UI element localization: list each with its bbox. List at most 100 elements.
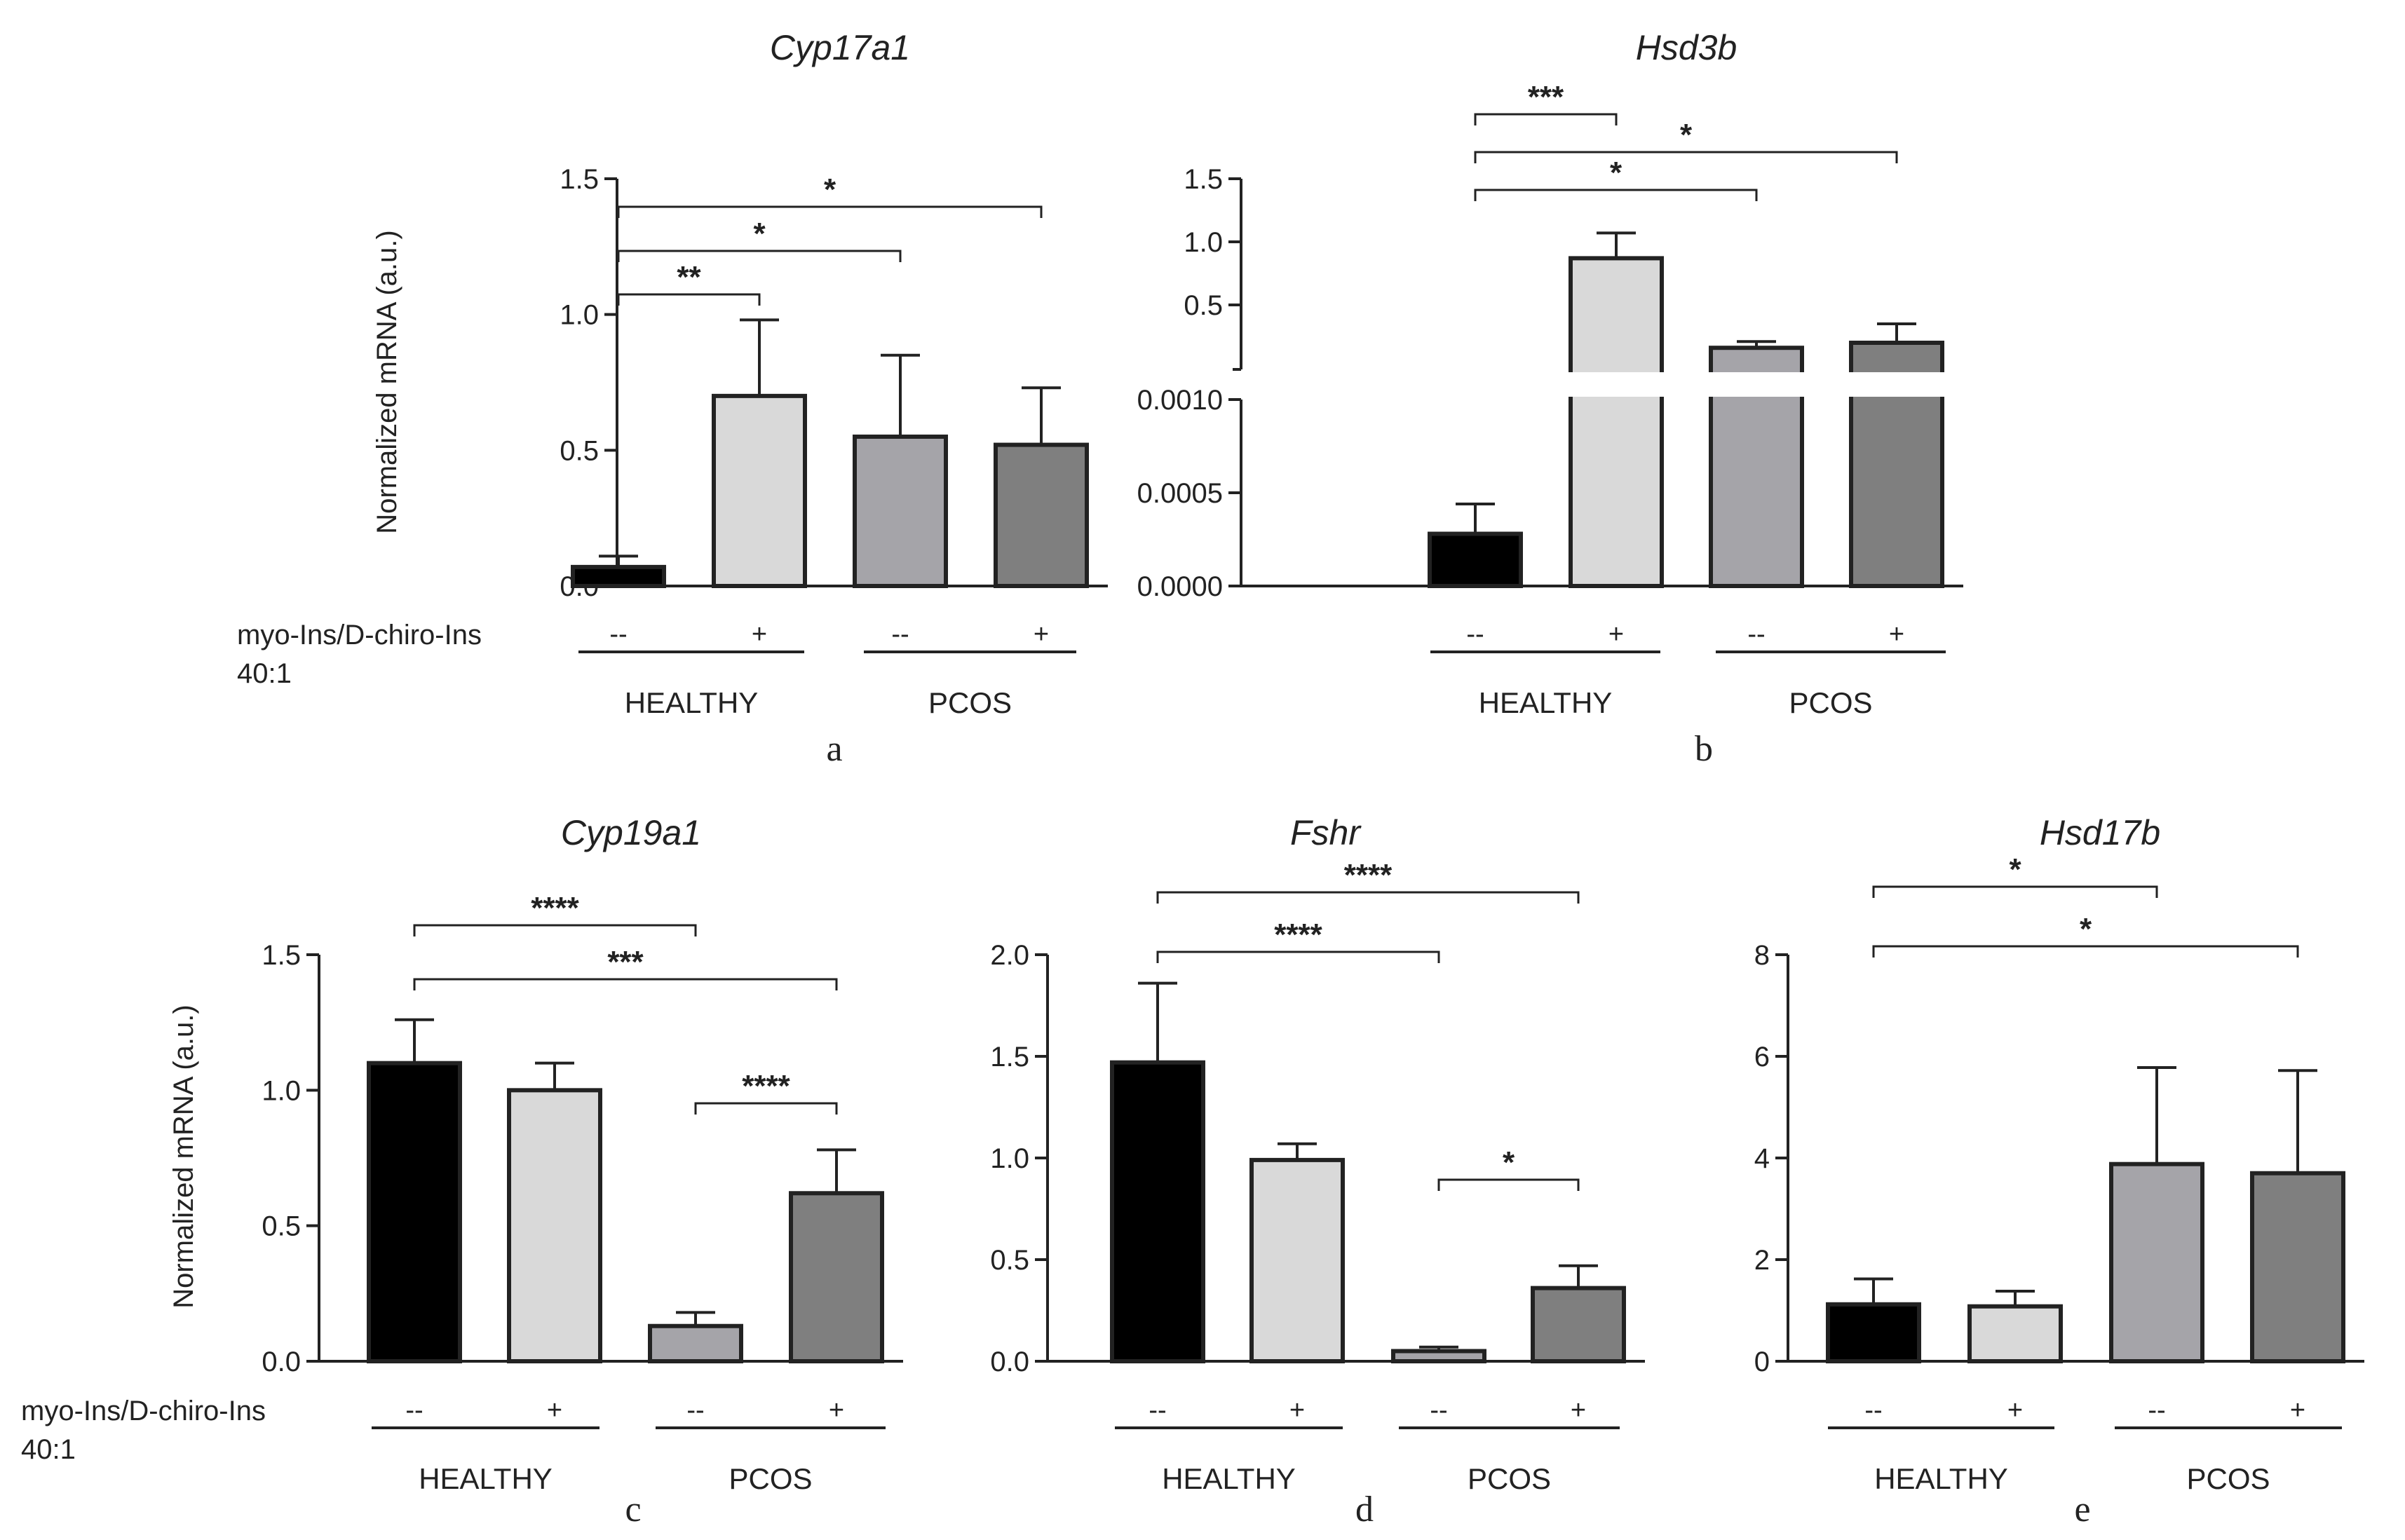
significance-bracket [413, 924, 697, 936]
chart-title: Hsd3b [1636, 28, 1737, 67]
significance-bracket [1437, 1178, 1580, 1191]
condition-label: -- [1466, 620, 1484, 649]
panel-e: Hsd17b 0 2 4 6 8 -- + -- + HEALTHY PCOS * * e [1754, 813, 2364, 1529]
chart-title: Fshr [1290, 813, 1362, 852]
y-tick-label: 1.5 [560, 164, 599, 195]
bar [1967, 1304, 2063, 1363]
axis-break-gap [1848, 372, 1946, 397]
bar [2250, 1171, 2345, 1363]
condition-label: + [2007, 1396, 2023, 1425]
group-label: PCOS [928, 686, 1012, 719]
significance-bracket [617, 293, 761, 306]
y-tick-label: 8 [1754, 940, 1770, 971]
bar [367, 1061, 462, 1363]
chart-title: Hsd17b [2040, 813, 2160, 852]
y-tick-label: 0.0 [262, 1347, 301, 1377]
significance-label: * [824, 172, 836, 207]
significance-label: **** [742, 1069, 790, 1103]
group-label: HEALTHY [625, 686, 759, 719]
bar [507, 1088, 602, 1364]
significance-label: * [1680, 118, 1693, 152]
chart-title: Cyp17a1 [770, 28, 910, 67]
significance-bracket [413, 978, 838, 990]
condition-label: + [1889, 620, 1904, 649]
condition-label: + [1608, 620, 1624, 649]
y-tick-label: 1.0 [1184, 227, 1223, 258]
significance-label: * [753, 217, 766, 251]
axis-break-gap [1567, 372, 1665, 397]
bar [1249, 1157, 1345, 1364]
y-tick-label: 1.0 [990, 1143, 1029, 1174]
condition-label: + [752, 620, 767, 649]
condition-label: + [829, 1396, 844, 1425]
significance-label: *** [607, 945, 644, 979]
significance-label: **** [1274, 918, 1322, 952]
significance-bracket [1156, 950, 1440, 963]
y-tick-label: 1.0 [262, 1075, 301, 1106]
panel-c: Cyp19a1 Normalized mRNA (a.u.) 0.0 0.5 1.0 1.… [168, 813, 903, 1529]
condition-label: -- [686, 1396, 704, 1425]
bar [789, 1191, 884, 1364]
treatment-label: myo-Ins/D-chiro-Ins [237, 620, 482, 650]
y-tick-label: 0.0000 [1137, 571, 1223, 602]
y-tick-label: 0.0 [990, 1347, 1029, 1377]
y-tick-label: 2.0 [990, 940, 1029, 971]
bar [853, 434, 948, 589]
bar [571, 564, 666, 588]
y-tick-label: 1.5 [990, 1042, 1029, 1072]
y-tick-label: 2 [1754, 1245, 1770, 1276]
y-tick-label: 4 [1754, 1143, 1770, 1174]
significance-label: ** [677, 260, 701, 294]
y-tick-label: 1.5 [1184, 164, 1223, 195]
bar [1569, 256, 1664, 588]
significance-bracket [1474, 113, 1618, 125]
group-label: PCOS [1468, 1462, 1551, 1495]
y-tick-label: 0.5 [262, 1211, 301, 1242]
group-label: PCOS [729, 1462, 812, 1495]
significance-label: * [2080, 912, 2092, 946]
condition-label: -- [2148, 1396, 2165, 1425]
bar [648, 1323, 743, 1363]
bar [1531, 1286, 1626, 1363]
panel-b: Hsd3b 0.0000 0.0005 0.0010 0.5 1.0 1.5 -- + -- + HE… [1137, 28, 1963, 769]
significance-bracket [617, 250, 902, 262]
condition-label: + [1034, 620, 1049, 649]
condition-label: + [2290, 1396, 2305, 1425]
panel-letter: e [2074, 1490, 2090, 1529]
significance-label: **** [1344, 858, 1393, 892]
condition-label: -- [1864, 1396, 1882, 1425]
y-tick-label: 0.0010 [1137, 385, 1223, 416]
y-tick-label: 6 [1754, 1042, 1770, 1072]
group-label: PCOS [1789, 686, 1872, 719]
bar [1391, 1349, 1486, 1363]
condition-label: -- [405, 1396, 423, 1425]
group-label: PCOS [2186, 1462, 2270, 1495]
group-label: HEALTHY [1479, 686, 1613, 719]
axis-break-gap [1707, 372, 1806, 397]
chart-title: Cyp19a1 [561, 813, 701, 852]
y-tick-label: 1.5 [262, 940, 301, 971]
bar [2109, 1161, 2204, 1363]
group-label: HEALTHY [1874, 1462, 2008, 1495]
significance-bracket [1872, 885, 2158, 898]
y-tick-label: 0.5 [990, 1245, 1029, 1276]
group-label: HEALTHY [1162, 1462, 1296, 1495]
significance-label: *** [1528, 80, 1564, 114]
panel-letter: c [625, 1490, 641, 1529]
y-tick-label: 0.5 [1184, 290, 1223, 321]
significance-bracket [1156, 891, 1580, 904]
significance-bracket [694, 1102, 838, 1115]
condition-label: + [547, 1396, 562, 1425]
condition-label: -- [1430, 1396, 1447, 1425]
group-label: HEALTHY [419, 1462, 553, 1495]
y-tick-label: 0.5 [560, 435, 599, 466]
bar [1826, 1302, 1921, 1364]
panel-letter: d [1355, 1490, 1374, 1529]
y-tick-label: 0.0005 [1137, 478, 1223, 509]
y-tick-label: 0 [1754, 1347, 1770, 1377]
treatment-ratio: 40:1 [21, 1434, 76, 1465]
significance-bracket [1474, 189, 1758, 201]
